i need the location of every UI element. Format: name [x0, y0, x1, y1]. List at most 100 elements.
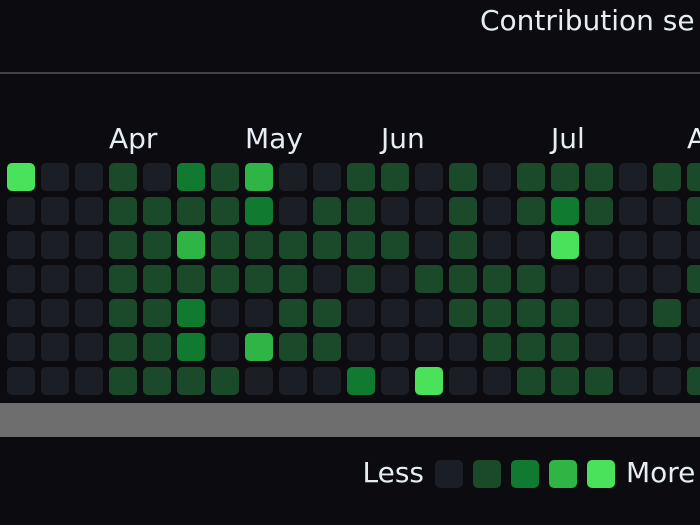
day-cell [551, 299, 579, 327]
day-cell [245, 367, 273, 395]
day-cell [619, 197, 647, 225]
day-cell [75, 197, 103, 225]
day-cell [109, 333, 137, 361]
day-cell [551, 367, 579, 395]
day-cell [7, 333, 35, 361]
day-cell [619, 367, 647, 395]
day-cell [245, 333, 273, 361]
day-cell [483, 265, 511, 293]
day-cell [245, 299, 273, 327]
legend-swatch [435, 460, 463, 488]
day-cell [517, 197, 545, 225]
month-label: Apr [109, 122, 158, 155]
day-cell [211, 197, 239, 225]
day-cell [279, 265, 307, 293]
day-cell [653, 299, 681, 327]
day-cell [75, 333, 103, 361]
day-cell [449, 333, 477, 361]
day-cell [41, 367, 69, 395]
day-cell [551, 197, 579, 225]
day-cell [381, 333, 409, 361]
day-cell [653, 231, 681, 259]
day-cell [279, 367, 307, 395]
scrollbar[interactable] [0, 403, 700, 437]
day-cell [619, 163, 647, 191]
day-cell [313, 197, 341, 225]
day-cell [313, 265, 341, 293]
day-cell [347, 163, 375, 191]
day-cell [7, 265, 35, 293]
day-cell [109, 163, 137, 191]
day-cell [449, 231, 477, 259]
day-cell [75, 163, 103, 191]
day-cell [653, 197, 681, 225]
day-cell [347, 333, 375, 361]
day-cell [483, 231, 511, 259]
day-cell [7, 299, 35, 327]
day-cell [415, 163, 443, 191]
day-cell [313, 163, 341, 191]
day-cell [619, 299, 647, 327]
day-cell [245, 265, 273, 293]
legend-swatch [587, 460, 615, 488]
day-cell [653, 163, 681, 191]
day-cell [347, 231, 375, 259]
day-cell [517, 265, 545, 293]
day-cell [381, 367, 409, 395]
day-cell [41, 197, 69, 225]
day-cell [177, 231, 205, 259]
day-cell [313, 299, 341, 327]
day-cell [619, 231, 647, 259]
day-cell [687, 197, 700, 225]
day-cell [41, 163, 69, 191]
day-cell [75, 367, 103, 395]
day-cell [41, 231, 69, 259]
day-cell [585, 197, 613, 225]
day-cell [415, 197, 443, 225]
day-cell [687, 333, 700, 361]
month-label: May [245, 122, 303, 155]
day-cell [415, 231, 443, 259]
day-cell [381, 197, 409, 225]
day-cell [143, 265, 171, 293]
day-cell [687, 163, 700, 191]
day-cell [313, 333, 341, 361]
legend-less: Less [362, 456, 424, 489]
day-cell [551, 231, 579, 259]
day-cell [551, 163, 579, 191]
day-cell [143, 197, 171, 225]
day-cell [687, 231, 700, 259]
day-cell [687, 367, 700, 395]
day-cell [211, 367, 239, 395]
day-cell [211, 299, 239, 327]
month-label: A [687, 122, 700, 155]
legend-swatch [511, 460, 539, 488]
day-cell [7, 197, 35, 225]
day-cell [177, 333, 205, 361]
day-cell [415, 265, 443, 293]
day-cell [449, 265, 477, 293]
day-cell [177, 163, 205, 191]
day-cell [75, 299, 103, 327]
legend-swatch [473, 460, 501, 488]
day-cell [109, 299, 137, 327]
day-cell [279, 299, 307, 327]
day-cell [381, 265, 409, 293]
day-cell [585, 367, 613, 395]
day-cell [279, 333, 307, 361]
legend-more: More [626, 456, 695, 489]
day-cell [381, 299, 409, 327]
day-cell [483, 299, 511, 327]
day-cell [619, 265, 647, 293]
day-cell [109, 265, 137, 293]
day-cell [517, 367, 545, 395]
day-cell [177, 197, 205, 225]
day-cell [279, 197, 307, 225]
day-cell [211, 265, 239, 293]
day-cell [313, 367, 341, 395]
day-cell [143, 163, 171, 191]
day-cell [41, 333, 69, 361]
day-cell [687, 265, 700, 293]
day-cell [449, 367, 477, 395]
